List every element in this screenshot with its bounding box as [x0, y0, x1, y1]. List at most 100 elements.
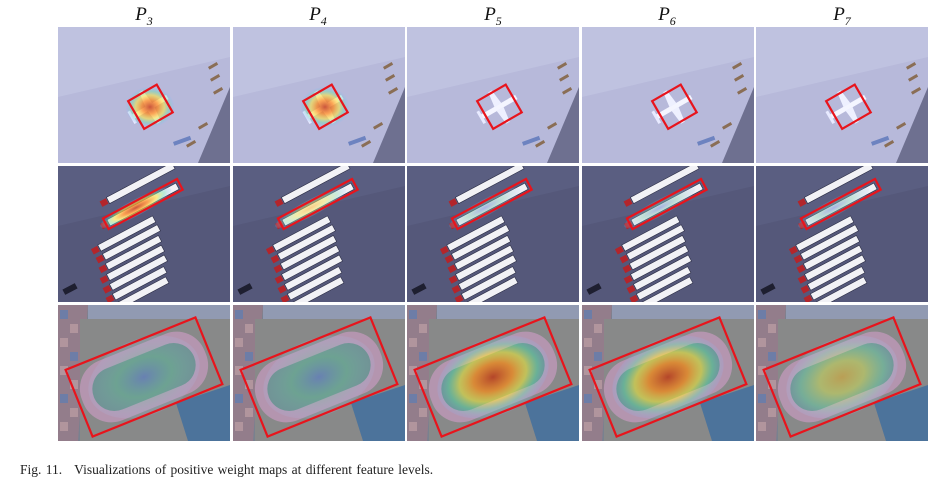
truck-cab	[448, 275, 458, 284]
truck-cab	[796, 264, 806, 274]
heatmap-overlay	[88, 335, 200, 419]
ground-object	[387, 87, 398, 95]
cell-airplane-p3	[58, 27, 230, 163]
heatmap-overlay	[611, 335, 724, 419]
bounding-box	[824, 83, 873, 131]
truck-cab	[277, 284, 287, 294]
truck-trailer	[620, 215, 680, 252]
ground-object	[911, 87, 922, 95]
truck-trailer	[629, 166, 699, 204]
truck-trailer	[283, 254, 343, 291]
cell-airplane-p4	[232, 27, 405, 163]
truck-cab	[614, 245, 624, 255]
column-header-p4: P4	[309, 4, 327, 28]
truck-cab	[451, 284, 461, 294]
truck-trailer	[640, 276, 693, 302]
truck-cab	[270, 254, 280, 264]
truck-trailer	[465, 276, 519, 302]
weight-map-image	[58, 27, 230, 163]
road-stripe	[372, 87, 405, 163]
truck-trailer	[97, 215, 157, 252]
weight-map-image	[756, 305, 928, 441]
weight-map-image	[58, 166, 230, 302]
cell-trucks-p5	[407, 166, 579, 302]
heatmap-overlay	[437, 335, 549, 419]
visualization-grid	[58, 27, 932, 442]
truck-cab	[274, 275, 284, 284]
heatmap-overlay	[262, 335, 375, 419]
truck-cab	[454, 294, 464, 302]
truck-cab	[105, 294, 115, 302]
truck-trailer	[795, 215, 855, 252]
truck-trailer	[809, 266, 866, 301]
ground-object	[709, 140, 720, 148]
column-header-p3: P3	[135, 4, 153, 28]
heatmap-overlay	[475, 87, 523, 127]
truck-cab	[102, 284, 112, 294]
bounding-box	[450, 177, 534, 231]
truck-trailer	[280, 166, 350, 204]
truck-cab	[95, 254, 105, 264]
cell-airplane-p5	[407, 27, 579, 163]
bounding-box	[624, 177, 708, 231]
road-stripe	[721, 87, 754, 163]
truck-trailer	[280, 244, 340, 281]
bounding-box	[301, 83, 349, 131]
ground-object	[896, 122, 907, 130]
truck-trailer	[632, 254, 692, 291]
truck-trailer	[804, 244, 863, 281]
truck-trailer	[286, 266, 342, 301]
heatmap-overlay	[274, 187, 346, 228]
truck-trailer	[635, 266, 691, 301]
caption-label: Fig. 11.	[20, 462, 63, 477]
truck-trailer	[629, 244, 689, 281]
ground-object	[360, 140, 371, 148]
truck-cab	[623, 198, 633, 207]
weight-map-image	[756, 27, 928, 163]
truck-cab	[623, 275, 633, 284]
truck-cab	[797, 198, 807, 207]
weight-map-image	[232, 305, 405, 441]
truck-cab	[444, 254, 454, 264]
cell-stadium-p5	[407, 305, 579, 441]
ground-object	[535, 140, 546, 148]
bounding-box	[413, 315, 573, 439]
truck-group	[439, 166, 529, 302]
tennis-courts	[350, 385, 405, 441]
weight-map-image	[232, 27, 405, 163]
truck-trailer	[276, 224, 336, 261]
truck-cab	[265, 245, 275, 255]
ground-object	[733, 74, 744, 82]
truck-cab	[619, 254, 629, 264]
weight-map-image	[756, 166, 928, 302]
bounding-box	[587, 315, 748, 439]
ground-object	[186, 140, 197, 148]
truck-cab	[803, 294, 813, 302]
truck-trailer	[802, 235, 861, 271]
truck-group	[90, 166, 180, 302]
truck-trailer	[458, 254, 517, 291]
weight-map-image	[232, 166, 405, 302]
truck-trailer	[279, 235, 337, 271]
ground-object	[210, 74, 221, 82]
bounding-box	[126, 83, 175, 131]
ground-object	[907, 74, 919, 82]
bounding-box	[101, 177, 185, 231]
truck-cab	[439, 245, 449, 255]
ground-object	[731, 62, 742, 70]
truck-trailer	[628, 235, 686, 271]
ground-object	[721, 122, 732, 130]
cell-trucks-p6	[581, 166, 754, 302]
truck-trailer	[451, 224, 510, 261]
column-header-p5: P5	[484, 4, 502, 28]
heatmap-overlay	[300, 87, 349, 127]
cell-trucks-p3	[58, 166, 230, 302]
truck-trailer	[111, 266, 168, 301]
truck-trailer	[102, 224, 161, 261]
ground-object	[384, 74, 395, 82]
bounding-box	[650, 83, 698, 131]
heatmap-overlay	[126, 87, 174, 127]
truck-cab	[280, 294, 290, 302]
truck-cab	[99, 198, 109, 207]
truck-trailer	[814, 276, 868, 302]
